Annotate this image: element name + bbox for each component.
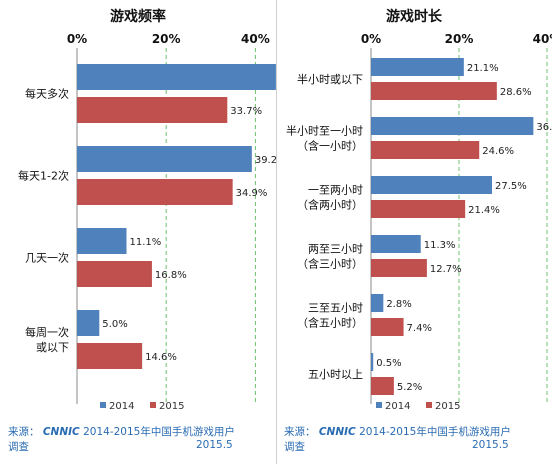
data-label: 5.2% — [397, 382, 422, 393]
frequency-chart: 0%20%40%44.6%33.7%每天多次39.2%34.9%每天1-2次11… — [18, 32, 276, 410]
data-label: 14.6% — [145, 352, 177, 363]
data-label: 34.9% — [236, 188, 268, 199]
data-label: 39.2% — [255, 155, 276, 166]
legend-swatch — [100, 402, 106, 408]
bar-2014 — [371, 117, 534, 135]
tick-label: 40% — [241, 32, 270, 46]
bar-2015 — [371, 318, 404, 336]
tick-label: 20% — [152, 32, 181, 46]
source-line: 来源： CNNIC 2014-2015年中国手机游戏用户 — [284, 424, 511, 439]
tick-label: 0% — [67, 32, 87, 46]
category-label: （含三小时） — [297, 257, 363, 271]
source-text: 2014-2015年中国手机游戏用户 — [83, 426, 235, 438]
chart-title: 游戏时长 — [386, 9, 442, 25]
bar-2014 — [371, 176, 492, 194]
bar-2015 — [77, 343, 143, 369]
cnnic-logo: CNNIC — [318, 426, 356, 438]
category-label: 或以下 — [36, 341, 69, 354]
cnnic-logo: CNNIC — [42, 426, 80, 438]
data-label: 27.5% — [495, 181, 527, 192]
category-label: 每周一次 — [25, 325, 69, 339]
legend-label: 2015 — [159, 401, 184, 410]
bar-2014 — [77, 228, 127, 254]
data-label: 24.6% — [482, 146, 514, 157]
source-prefix: 来源： — [8, 426, 40, 438]
data-label: 0.5% — [376, 358, 401, 369]
chart-title: 游戏频率 — [110, 9, 166, 25]
data-label: 21.4% — [468, 205, 500, 216]
category-label: （含一小时） — [297, 139, 363, 153]
category-label: 五小时以上 — [308, 368, 363, 381]
bar-2015 — [77, 179, 233, 205]
legend-swatch — [150, 402, 156, 408]
legend-swatch — [376, 402, 382, 408]
source-prefix: 来源： — [284, 426, 316, 438]
data-label: 16.8% — [155, 270, 187, 281]
duration-chart: 0% 20% 40% 21.1% 28.6% 半小时或以下 36.9% 24.6% 半小时至一小… — [286, 32, 552, 410]
legend-label: 2014 — [109, 401, 134, 410]
legend-label: 2014 — [385, 401, 410, 410]
category-label: 每天1-2次 — [18, 169, 69, 183]
category-label: 一至两小时 — [308, 184, 363, 197]
bar-2014 — [77, 146, 252, 172]
bar-2015 — [371, 141, 480, 159]
category-label: 半小时或以下 — [297, 72, 363, 86]
legend-swatch — [426, 402, 432, 408]
source-text: 2014-2015年中国手机游戏用户 — [359, 426, 511, 438]
tick-label: 20% — [445, 32, 474, 46]
source-line: 来源： CNNIC 2014-2015年中国手机游戏用户 — [8, 424, 235, 439]
bar-2014 — [371, 353, 374, 371]
source-date: 2015.5 — [472, 439, 509, 451]
bar-2015 — [77, 261, 152, 287]
source-line-2: 调查 — [8, 441, 29, 453]
data-label: 5.0% — [102, 319, 127, 330]
data-label: 33.7% — [230, 106, 262, 117]
frequency-chart-panel: 游戏频率 0%20%40%44.6%33.7%每天多次39.2%34.9%每天1… — [8, 9, 276, 453]
category-label: （含两小时） — [297, 198, 363, 212]
bar-2014 — [371, 235, 421, 253]
duration-chart-panel: 游戏时长 0% 20% 40% 21.1% 28.6% 半小时或以下 36.9% 24.6% 半… — [276, 0, 552, 464]
category-label: 半小时至一小时 — [286, 124, 363, 138]
data-label: 11.1% — [130, 237, 162, 248]
source-line-2: 调查 — [284, 441, 305, 453]
category-label: 几天一次 — [25, 251, 69, 265]
bar-2015 — [371, 377, 394, 395]
tick-label: 0% — [361, 32, 381, 46]
data-label: 2.8% — [386, 299, 411, 310]
bar-2015 — [77, 97, 228, 123]
source-date: 2015.5 — [196, 439, 233, 451]
data-label: 36.9% — [536, 122, 552, 133]
tick-label: 40% — [533, 32, 552, 46]
bar-2015 — [371, 82, 497, 100]
bar-2014 — [371, 58, 464, 76]
category-label: 每天多次 — [25, 87, 69, 101]
bar-2015 — [371, 259, 427, 277]
data-label: 21.1% — [467, 63, 499, 74]
panel-divider — [276, 0, 277, 464]
data-label: 12.7% — [430, 264, 462, 275]
data-label: 7.4% — [407, 323, 432, 334]
data-label: 28.6% — [500, 87, 532, 98]
data-label: 11.3% — [424, 240, 456, 251]
category-label: （含五小时） — [297, 316, 363, 330]
bar-2014 — [77, 310, 100, 336]
bar-2014 — [371, 294, 384, 312]
category-label: 三至五小时 — [308, 302, 363, 315]
legend-label: 2015 — [435, 401, 460, 410]
category-label: 两至三小时 — [308, 243, 363, 256]
bar-2014 — [77, 64, 276, 90]
bar-2015 — [371, 200, 466, 218]
